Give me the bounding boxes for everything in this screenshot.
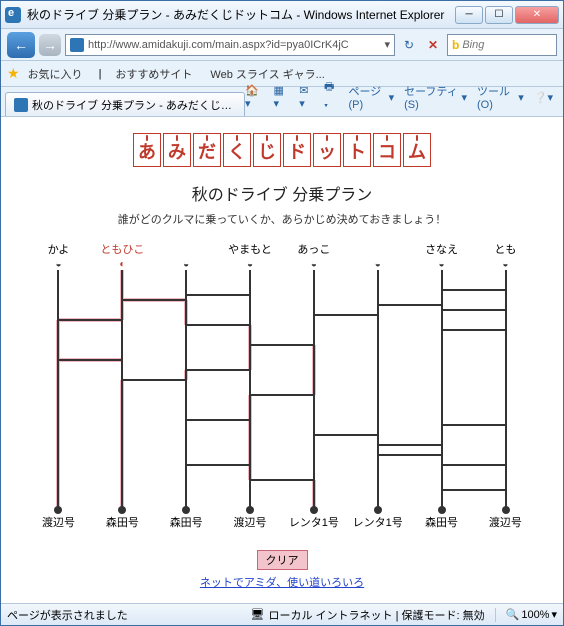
url-text: http://www.amidakuji.com/main.aspx?id=py… — [88, 39, 384, 51]
tab-icon — [14, 98, 28, 112]
logo: あみだくじドットコム — [9, 133, 555, 167]
favorites-label[interactable]: お気に入り — [28, 66, 83, 82]
refresh-button[interactable]: ↻ — [399, 35, 419, 55]
mail-icon[interactable]: ✉ ▾ — [299, 84, 314, 110]
bottom-labels: 渡辺号森田号森田号渡辺号レンタ1号レンタ1号森田号渡辺号 — [27, 514, 537, 530]
tab-active[interactable]: 秋のドライブ 分乗プラン - あみだくじドットコム — [5, 92, 245, 116]
address-bar[interactable]: http://www.amidakuji.com/main.aspx?id=py… — [65, 34, 395, 56]
titlebar: 秋のドライブ 分乗プラン - あみだくじドットコム - Windows Inte… — [1, 1, 563, 29]
zoom-control[interactable]: 🔍 100% ▾ — [506, 608, 557, 621]
close-button[interactable]: ✕ — [515, 6, 559, 24]
status-text: ページが表示されました — [7, 607, 241, 623]
star-icon[interactable]: ★ — [7, 65, 20, 82]
tools-menu[interactable]: ツール(O) ▾ — [477, 83, 524, 111]
search-box[interactable]: b — [447, 34, 557, 56]
nav-toolbar: ← → http://www.amidakuji.com/main.aspx?i… — [1, 29, 563, 61]
page-title: 秋のドライブ 分乗プラン — [9, 181, 555, 205]
page-menu[interactable]: ページ(P) ▾ — [349, 83, 395, 111]
clear-button[interactable]: クリア — [257, 550, 308, 570]
maximize-button[interactable]: ☐ — [485, 6, 513, 24]
amida-diagram — [27, 270, 537, 514]
print-icon[interactable]: 🖶 ▾ — [324, 78, 339, 116]
tab-title: 秋のドライブ 分乗プラン - あみだくじドットコム — [32, 97, 236, 113]
site-icon — [70, 38, 84, 52]
safety-menu[interactable]: セーフティ(S) ▾ — [404, 83, 467, 111]
zone-icon: 🖥 — [251, 608, 265, 621]
links-block: クリア ネットでアミダ、使い道いろいろ 新しいアミダはすぐに作れます。ユーザー登… — [9, 550, 555, 603]
security-zone: 🖥 ローカル イントラネット | 保護モード: 無効 — [251, 607, 485, 623]
status-bar: ページが表示されました 🖥 ローカル イントラネット | 保護モード: 無効 🔍… — [1, 603, 563, 625]
minimize-button[interactable]: ─ — [455, 6, 483, 24]
forward-button[interactable]: → — [39, 34, 61, 56]
suggested-sites[interactable]: おすすめサイト — [115, 66, 192, 82]
ie-window: 秋のドライブ 分乗プラン - あみだくじドットコム - Windows Inte… — [0, 0, 564, 626]
top-labels: かよともひこやまもとあっこさなえとも — [27, 241, 537, 257]
search-input[interactable] — [462, 39, 552, 51]
ie-icon — [5, 7, 21, 23]
link-usage[interactable]: ネットでアミダ、使い道いろいろ — [200, 577, 364, 589]
zoom-icon: 🔍 — [506, 608, 520, 621]
window-title: 秋のドライブ 分乗プラン - あみだくじドットコム - Windows Inte… — [27, 6, 455, 23]
top-markers: ◒◐◒◒◒◒◒◒ — [27, 259, 537, 270]
tab-bar: 秋のドライブ 分乗プラン - あみだくじドットコム 🏠 ▾ ▦ ▾ ✉ ▾ 🖶 … — [1, 87, 563, 117]
back-button[interactable]: ← — [7, 32, 35, 58]
home-icon[interactable]: 🏠 ▾ — [245, 84, 263, 110]
page-subtitle: 誰がどのクルマに乗っていくか、あらかじめ決めておきましょう！ — [9, 211, 555, 227]
content-area: あみだくじドットコム 秋のドライブ 分乗プラン 誰がどのクルマに乗っていくか、あ… — [1, 117, 563, 603]
bing-icon: b — [452, 38, 459, 52]
feed-icon[interactable]: ▦ ▾ — [274, 84, 290, 110]
help-icon[interactable]: ❔▾ — [534, 91, 553, 104]
dropdown-icon[interactable]: ▾ — [384, 38, 390, 51]
stop-button[interactable]: ✕ — [423, 35, 443, 55]
